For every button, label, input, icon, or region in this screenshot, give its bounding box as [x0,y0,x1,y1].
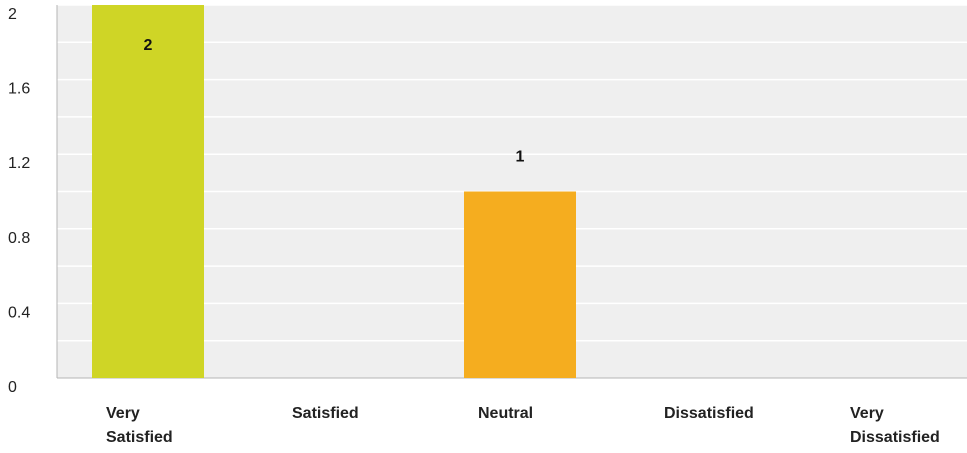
x-category-labels: Very Satisfied Satisfied Neutral Dissatisfie… [106,405,940,446]
x-category-label: Neutral [478,405,533,422]
x-category-label: Very Dissatisfied [850,405,940,446]
bar [464,191,576,378]
x-category-label: Very Satisfied [106,405,173,446]
y-tick-label: 2 [8,6,17,23]
y-tick-label: 1.2 [8,155,30,172]
y-tick-label: 1.6 [8,81,30,98]
y-tick-labels: 0 0.4 0.8 1.2 1.6 2 [8,6,30,396]
x-category-label: Satisfied [292,405,359,422]
y-tick-label: 0.4 [8,304,30,321]
data-label: 1 [516,149,525,166]
y-tick-label: 0 [8,379,17,396]
bar [92,5,204,378]
x-category-label: Dissatisfied [664,405,754,422]
bars [92,5,576,378]
y-tick-label: 0.8 [8,230,30,247]
data-labels: 21 [144,37,525,166]
data-label: 2 [144,37,153,54]
